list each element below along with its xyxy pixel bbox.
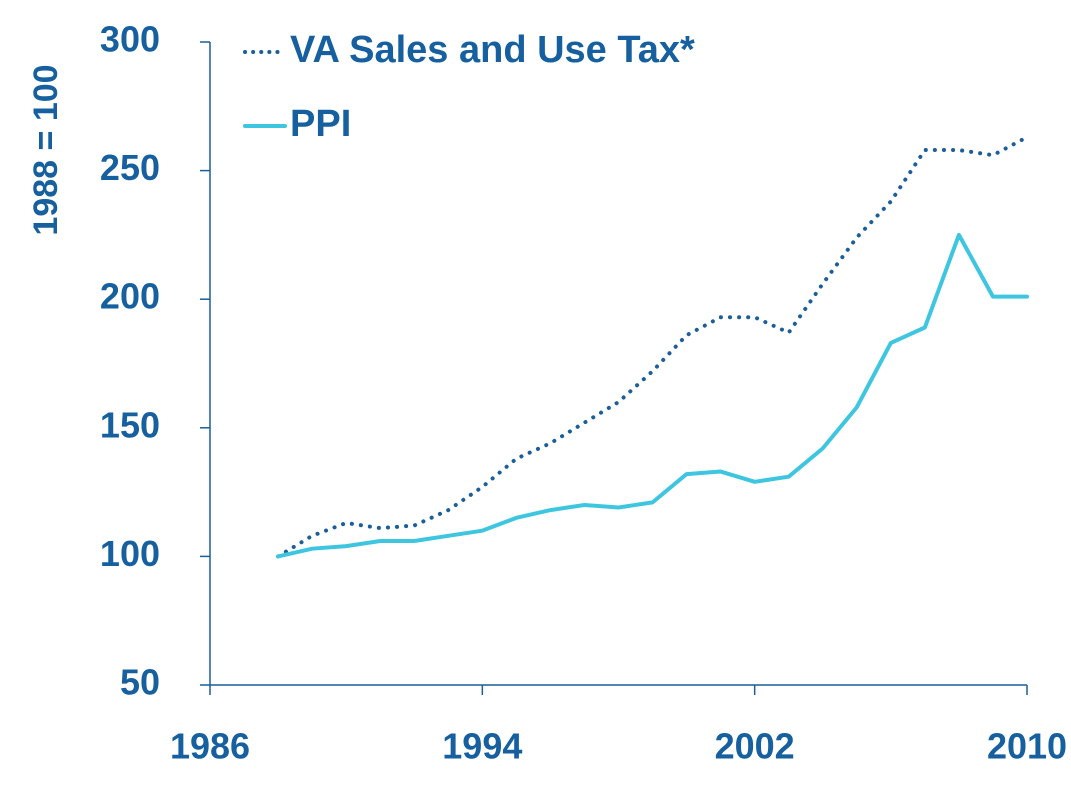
x-tick-label: 2002 bbox=[715, 726, 795, 767]
x-tick-label: 2010 bbox=[987, 726, 1067, 767]
series-line bbox=[276, 135, 1029, 559]
series-line bbox=[276, 232, 1029, 559]
x-tick-label: 1994 bbox=[442, 726, 522, 767]
y-axis-label: 1988 = 100 bbox=[27, 64, 65, 235]
y-tick-label: 50 bbox=[120, 662, 160, 703]
y-tick-label: 250 bbox=[100, 147, 160, 188]
y-tick-label: 150 bbox=[100, 404, 160, 445]
legend-label: VA Sales and Use Tax* bbox=[290, 29, 695, 71]
legend-label: PPI bbox=[290, 103, 351, 145]
y-tick-label: 200 bbox=[100, 276, 160, 317]
x-tick-label: 1986 bbox=[170, 726, 250, 767]
y-tick-label: 300 bbox=[100, 19, 160, 60]
y-tick-label: 100 bbox=[100, 533, 160, 574]
